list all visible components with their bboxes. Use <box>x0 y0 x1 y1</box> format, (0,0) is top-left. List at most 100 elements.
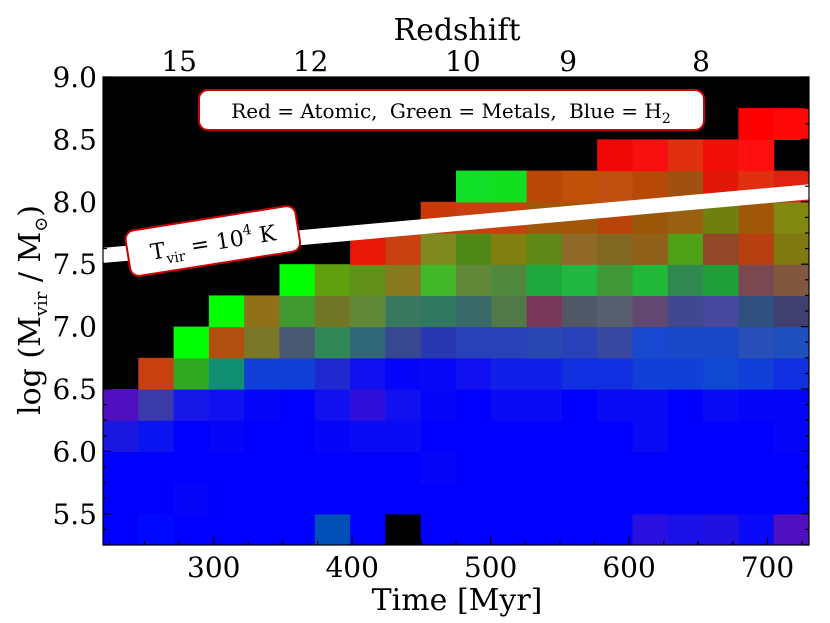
redshift-tick-label: 9 <box>559 45 577 78</box>
heatmap-cell <box>632 513 669 545</box>
heatmap-cell <box>773 420 809 452</box>
heatmap-cell <box>385 326 422 359</box>
y-tick-label: 7.5 <box>52 248 97 281</box>
heatmap-cell <box>279 357 316 390</box>
heatmap-cell <box>314 295 351 328</box>
heatmap-cell <box>314 264 351 296</box>
heatmap-cell <box>738 420 775 452</box>
heatmap-cell <box>244 357 281 390</box>
heatmap-cell <box>279 482 316 515</box>
heatmap-cell <box>350 326 386 359</box>
heatmap-cell <box>738 326 775 359</box>
heatmap-cell <box>491 295 528 328</box>
heatmap-cell <box>491 233 528 265</box>
heatmap-cell <box>526 420 563 452</box>
heatmap-cell <box>420 326 457 359</box>
heatmap-cell <box>314 420 351 452</box>
heatmap-cell <box>314 451 351 484</box>
heatmap-cell <box>561 295 598 328</box>
heatmap-cell <box>208 389 245 421</box>
heatmap-cell <box>420 451 457 484</box>
heatmap-cell <box>491 264 528 296</box>
legend-label: Red = Atomic, Green = Metals, Blue = H2 <box>231 99 671 127</box>
heatmap-cell <box>244 420 281 452</box>
heatmap-cell <box>526 389 563 421</box>
heatmap-cell <box>597 420 634 452</box>
heatmap-cell <box>385 295 422 328</box>
heatmap-cell <box>138 482 175 515</box>
heatmap-cell <box>561 389 598 421</box>
heatmap-cell <box>385 482 422 515</box>
heatmap-cell <box>208 295 245 328</box>
heatmap-cell <box>632 295 669 328</box>
x-axis-title: Time [Myr] <box>372 583 543 618</box>
heatmap-cell <box>103 451 139 484</box>
heatmap-cell <box>667 389 704 421</box>
heatmap-cell <box>632 389 669 421</box>
heatmap-cell <box>738 295 775 328</box>
heatmap-cell <box>703 357 739 390</box>
heatmap-cell <box>632 264 669 296</box>
tvir-label-frame <box>124 205 302 277</box>
heatmap-cell <box>703 389 739 421</box>
heatmap-cell <box>173 420 210 452</box>
heatmap-cell <box>208 420 245 452</box>
heatmap-cell <box>632 482 669 515</box>
y-tick-label: 9.0 <box>52 61 97 94</box>
heatmap-cell <box>773 233 809 265</box>
x-tick-label: 300 <box>187 551 240 584</box>
heatmap-cell <box>456 451 492 484</box>
heatmap-cell <box>173 357 210 390</box>
heatmap-cell <box>526 264 563 296</box>
heatmap-cell <box>738 357 775 390</box>
heatmap-cell <box>526 233 563 265</box>
heatmap-cell <box>279 326 316 359</box>
x-tick-label: 700 <box>741 551 794 584</box>
heatmap-cell <box>491 357 528 390</box>
heatmap-cell <box>491 451 528 484</box>
heatmap-cell <box>456 233 492 265</box>
heatmap-cell <box>703 513 739 545</box>
heatmap-cell <box>597 326 634 359</box>
heatmap-cell <box>208 326 245 359</box>
heatmap-cell <box>420 295 457 328</box>
heatmap-cells <box>103 108 809 545</box>
heatmap-cell <box>103 420 139 452</box>
heatmap-cell <box>632 233 669 265</box>
x-tick-label: 500 <box>464 551 517 584</box>
heatmap-cell <box>632 326 669 359</box>
heatmap-cell <box>350 264 386 296</box>
heatmap-cell <box>597 482 634 515</box>
heatmap-cell <box>597 389 634 421</box>
heatmap-cell <box>456 170 492 203</box>
legend-box: Red = Atomic, Green = Metals, Blue = H2 <box>198 89 705 131</box>
heatmap-cell <box>350 357 386 390</box>
heatmap-cell <box>597 513 634 545</box>
heatmap-cell <box>208 482 245 515</box>
heatmap-cell <box>314 482 351 515</box>
heatmap-cell <box>244 389 281 421</box>
heatmap-cell <box>561 326 598 359</box>
heatmap-cell <box>385 420 422 452</box>
heatmap-cell <box>773 264 809 296</box>
heatmap-cell <box>279 451 316 484</box>
heatmap-cell <box>244 326 281 359</box>
heatmap-cell <box>103 389 139 421</box>
heatmap-cell <box>597 264 634 296</box>
heatmap-cell <box>526 357 563 390</box>
y-tick-labels: 5.5 6.0 6.5 7.0 7.5 8.0 8.5 9.0 <box>52 61 97 531</box>
heatmap-cell <box>738 233 775 265</box>
heatmap-cell <box>491 389 528 421</box>
heatmap-cell <box>773 201 809 234</box>
redshift-tick-label: 8 <box>692 45 710 78</box>
redshift-tick-label: 10 <box>445 45 481 78</box>
heatmap-cell <box>491 482 528 515</box>
heatmap-cell <box>773 513 809 545</box>
heatmap-cell <box>350 295 386 328</box>
heatmap-cell <box>244 482 281 515</box>
heatmap-cell <box>526 170 563 203</box>
heatmap-cell <box>279 389 316 421</box>
heatmap-cell <box>138 513 175 545</box>
heatmap-cell <box>561 357 598 390</box>
